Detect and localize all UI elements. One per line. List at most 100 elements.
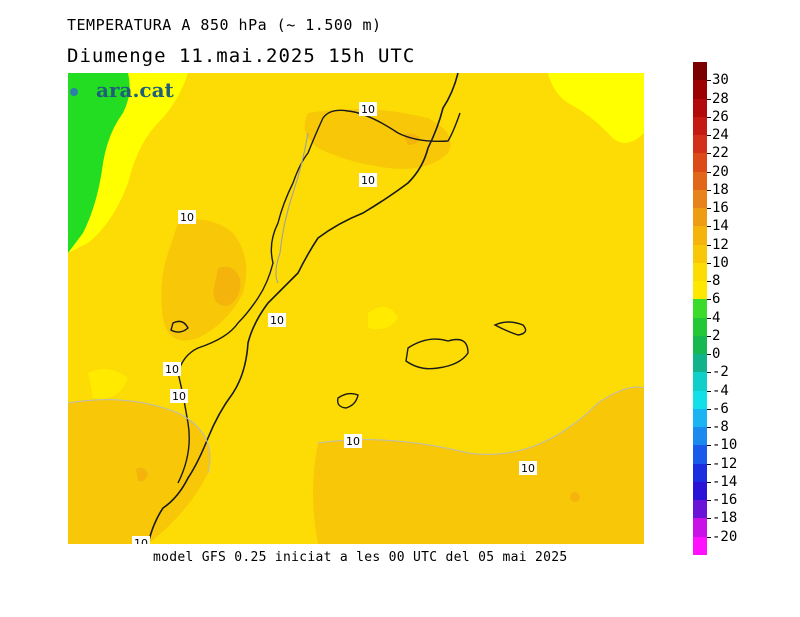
colorbar-swatch — [693, 518, 707, 538]
ara-logo-dot-icon — [70, 88, 78, 96]
colorbar-tick — [707, 299, 711, 301]
coastline-delta — [170, 320, 189, 333]
coastline-iberia-east — [147, 73, 459, 544]
isotherm-label: 10 — [521, 462, 535, 475]
colorbar-label: 22 — [712, 145, 729, 162]
colorbar-label: 0 — [712, 346, 721, 363]
colorbar-swatch — [693, 500, 707, 519]
colorbar-label: 20 — [712, 163, 729, 180]
colorbar-swatch — [693, 317, 707, 337]
colorbar-label: -18 — [712, 510, 738, 527]
colorbar-label: 30 — [712, 72, 729, 89]
colorbar-swatch — [693, 390, 707, 410]
colorbar-swatch — [693, 281, 707, 300]
colorbar-swatch — [693, 244, 707, 264]
colorbar-tick — [707, 98, 711, 100]
field-green-top-left — [68, 73, 130, 253]
colorbar-tick — [707, 208, 711, 210]
isotherm-line — [68, 399, 211, 474]
colorbar-swatch — [693, 226, 707, 246]
island-eivissa — [336, 392, 359, 409]
ara-logo: ara.cat — [96, 78, 174, 102]
map-subtitle-datetime: Diumenge 11.mai.2025 15h UTC — [67, 45, 416, 67]
province-border — [275, 132, 309, 284]
colorbar-tick — [707, 281, 711, 283]
colorbar-swatch — [693, 427, 707, 446]
isotherm-label: 10 — [361, 103, 375, 116]
colorbar-tick — [707, 244, 711, 246]
colorbar-label: -14 — [712, 473, 738, 490]
colorbar-tick — [707, 135, 711, 137]
model-run-footer: model GFS 0.25 iniciat a les 00 UTC del … — [153, 550, 568, 565]
colorbar-tick — [707, 80, 711, 82]
field-warm-ebro-hot — [213, 266, 241, 306]
colorbar-tick — [707, 500, 711, 502]
colorbar-swatch — [693, 463, 707, 483]
temperature-colorbar — [693, 62, 707, 556]
border-france-spain — [292, 109, 461, 184]
temperature-map: 10 10 10 10 10 10 10 10 10 — [68, 73, 644, 544]
isotherm-label: 10 — [165, 363, 179, 376]
colorbar-swatch — [693, 335, 707, 355]
colorbar-swatch — [693, 62, 707, 81]
colorbar-tick — [707, 153, 711, 155]
colorbar-swatch — [693, 299, 707, 319]
colorbar-swatch — [693, 98, 707, 118]
field-light-patch-1 — [368, 306, 398, 330]
colorbar-label: -16 — [712, 492, 738, 509]
colorbar-label: -6 — [712, 400, 729, 417]
colorbar-tick — [707, 390, 711, 392]
colorbar-label: 4 — [712, 309, 721, 326]
isotherm-line — [317, 386, 644, 455]
colorbar-label: -4 — [712, 382, 729, 399]
colorbar-swatch — [693, 481, 707, 501]
colorbar-swatch — [693, 408, 707, 428]
colorbar-swatch — [693, 153, 707, 173]
colorbar-tick — [707, 189, 711, 191]
colorbar-tick — [707, 408, 711, 410]
colorbar-tick — [707, 354, 711, 356]
isotherm-label: 10 — [134, 537, 148, 544]
colorbar-tick — [707, 335, 711, 337]
isotherm-label: 10 — [172, 390, 186, 403]
island-menorca — [493, 321, 527, 336]
colorbar-label: -2 — [712, 364, 729, 381]
field-warm-ebro — [161, 219, 247, 341]
colorbar-label: 2 — [712, 327, 721, 344]
field-warm-south-hot — [136, 467, 148, 482]
isotherm-label: 10 — [270, 314, 284, 327]
colorbar-swatch — [693, 171, 707, 191]
colorbar-label: 6 — [712, 291, 721, 308]
isotherm-label: 10 — [361, 174, 375, 187]
colorbar-swatch — [693, 135, 707, 154]
map-title: TEMPERATURA A 850 hPa (~ 1.500 m) — [67, 16, 382, 34]
colorbar-swatch — [693, 354, 707, 373]
colorbar-label: 8 — [712, 273, 721, 290]
colorbar-tick — [707, 116, 711, 118]
colorbar-label: 14 — [712, 218, 729, 235]
colorbar-tick — [707, 226, 711, 228]
colorbar-tick — [707, 481, 711, 483]
colorbar-swatch — [693, 116, 707, 136]
colorbar-swatch — [693, 80, 707, 99]
field-warm-spot — [570, 492, 580, 502]
field-warm-pyrenees — [304, 109, 451, 169]
colorbar-tick — [707, 518, 711, 520]
colorbar-tick — [707, 171, 711, 173]
isotherm-label-group: 10 10 10 10 10 10 10 10 10 — [132, 102, 537, 544]
colorbar-label: 12 — [712, 236, 729, 253]
colorbar-label: 24 — [712, 127, 729, 144]
colorbar-tick — [707, 427, 711, 429]
colorbar-label: -12 — [712, 455, 738, 472]
colorbar-label: 18 — [712, 181, 729, 198]
colorbar-swatch — [693, 536, 707, 556]
colorbar-swatch — [693, 372, 707, 392]
colorbar-swatch — [693, 208, 707, 227]
colorbar-tick — [707, 372, 711, 374]
field-light-patch-2 — [88, 369, 128, 399]
colorbar-label: -20 — [712, 528, 738, 545]
colorbar-label: 28 — [712, 90, 729, 107]
colorbar-tick — [707, 463, 711, 465]
colorbar-label: -8 — [712, 419, 729, 436]
isotherm-label: 10 — [180, 211, 194, 224]
